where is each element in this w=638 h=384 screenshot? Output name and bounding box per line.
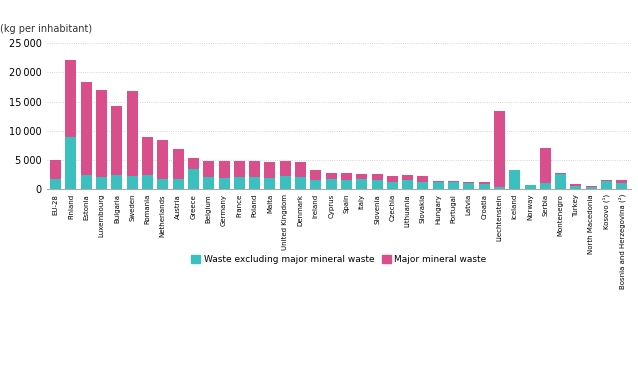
Bar	[448, 181, 459, 182]
Bar	[586, 185, 597, 187]
Bar	[417, 176, 429, 182]
Bar	[96, 177, 107, 189]
Bar	[279, 161, 291, 176]
Bar	[188, 158, 199, 169]
Bar	[402, 175, 413, 180]
Bar	[509, 170, 520, 189]
Bar	[494, 111, 505, 187]
Bar	[463, 182, 475, 183]
Bar	[66, 137, 77, 189]
Bar	[234, 161, 245, 177]
Bar	[402, 180, 413, 189]
Bar	[249, 177, 260, 189]
Bar	[218, 178, 230, 189]
Bar	[264, 162, 276, 178]
Bar	[142, 174, 153, 189]
Bar	[173, 149, 184, 179]
Legend: Waste excluding major mineral waste, Major mineral waste: Waste excluding major mineral waste, Maj…	[188, 252, 490, 268]
Bar	[203, 177, 214, 189]
Bar	[433, 181, 444, 182]
Bar	[601, 180, 612, 181]
Bar	[616, 180, 627, 183]
Bar	[158, 140, 168, 179]
Bar	[341, 173, 352, 180]
Bar	[601, 181, 612, 189]
Bar	[325, 173, 337, 179]
Bar	[66, 60, 77, 137]
Bar	[387, 176, 398, 182]
Bar	[173, 179, 184, 189]
Text: (kg per inhabitant): (kg per inhabitant)	[0, 24, 92, 34]
Bar	[371, 180, 383, 189]
Bar	[478, 182, 489, 184]
Bar	[524, 185, 535, 189]
Bar	[142, 137, 153, 174]
Bar	[448, 182, 459, 189]
Bar	[371, 174, 383, 180]
Bar	[555, 174, 566, 189]
Bar	[249, 161, 260, 177]
Bar	[112, 106, 122, 175]
Bar	[50, 160, 61, 179]
Bar	[570, 184, 581, 185]
Bar	[310, 170, 322, 180]
Bar	[540, 148, 551, 183]
Bar	[218, 161, 230, 178]
Bar	[341, 180, 352, 189]
Bar	[295, 162, 306, 177]
Bar	[112, 175, 122, 189]
Bar	[158, 179, 168, 189]
Bar	[616, 183, 627, 189]
Bar	[356, 174, 367, 179]
Bar	[96, 90, 107, 177]
Bar	[463, 183, 475, 189]
Bar	[203, 161, 214, 177]
Bar	[81, 82, 92, 174]
Bar	[81, 174, 92, 189]
Bar	[433, 182, 444, 189]
Bar	[555, 173, 566, 174]
Bar	[127, 91, 138, 176]
Bar	[264, 178, 276, 189]
Bar	[478, 184, 489, 189]
Bar	[127, 176, 138, 189]
Bar	[494, 187, 505, 189]
Bar	[234, 177, 245, 189]
Bar	[387, 182, 398, 189]
Bar	[586, 187, 597, 189]
Bar	[50, 179, 61, 189]
Bar	[325, 179, 337, 189]
Bar	[417, 182, 429, 189]
Bar	[356, 179, 367, 189]
Bar	[279, 176, 291, 189]
Bar	[540, 183, 551, 189]
Bar	[188, 169, 199, 189]
Bar	[295, 177, 306, 189]
Bar	[310, 180, 322, 189]
Bar	[570, 185, 581, 189]
